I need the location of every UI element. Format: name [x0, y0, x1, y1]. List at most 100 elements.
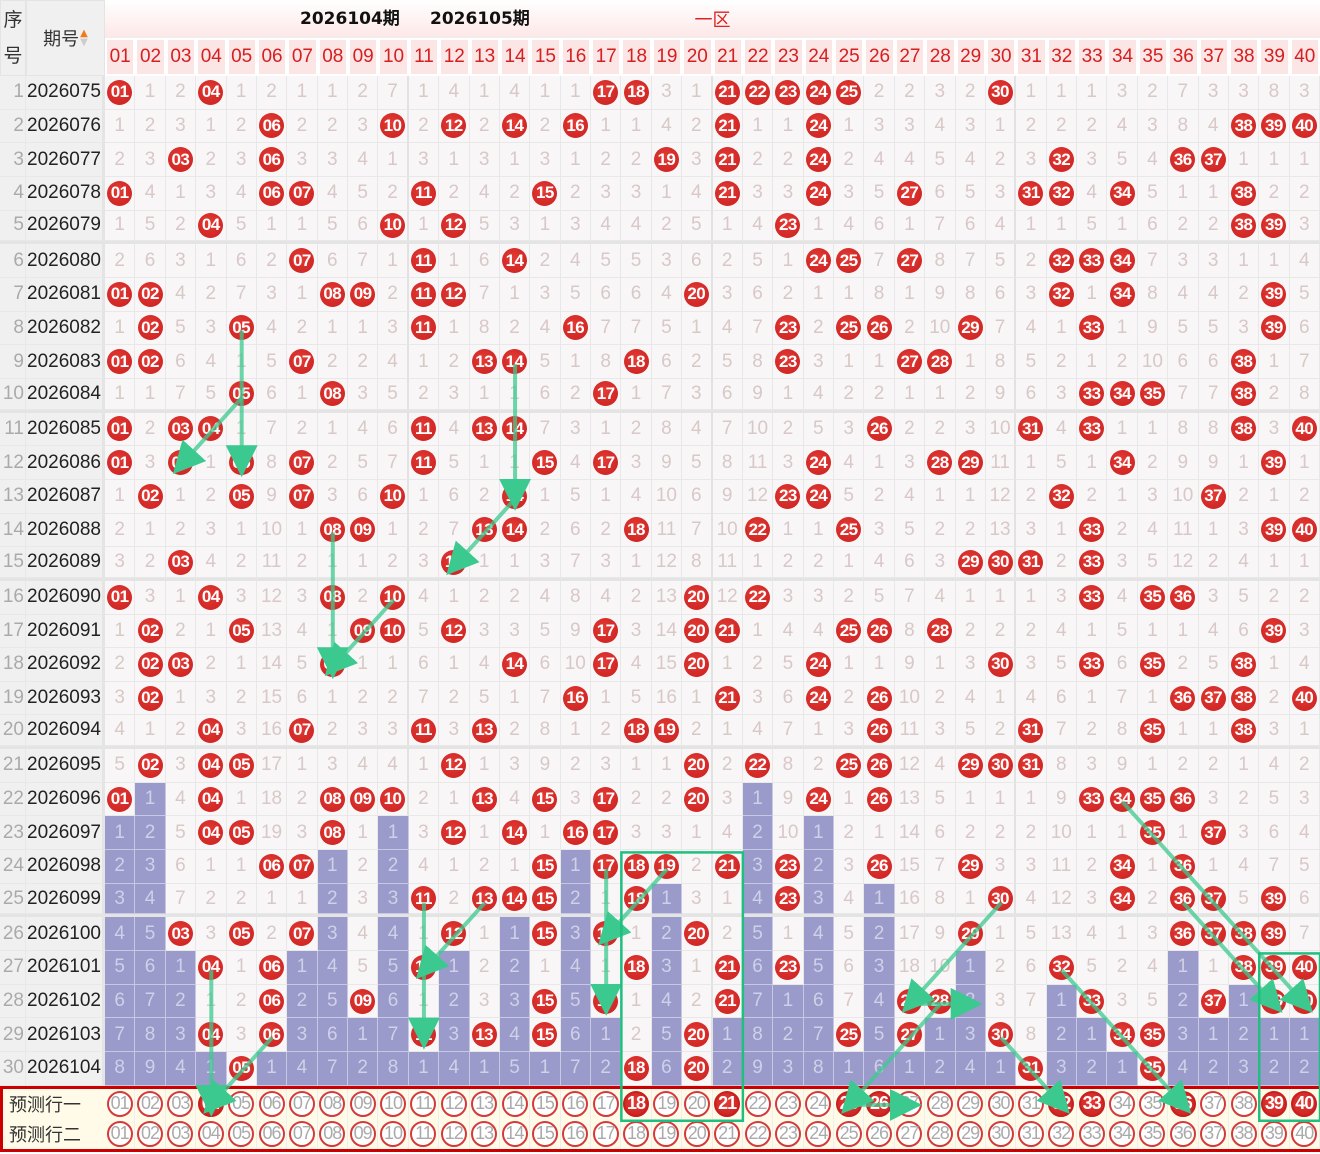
predict-cell[interactable]: 36	[1168, 1118, 1199, 1149]
predict-ball[interactable]: 08	[319, 1120, 346, 1147]
predict-cell[interactable]: 01	[105, 1088, 136, 1119]
predict-ball[interactable]: 31	[1017, 1090, 1044, 1117]
predict-ball[interactable]: 07	[288, 1120, 315, 1147]
predict-cell[interactable]: 03	[166, 1088, 197, 1119]
predict-cell[interactable]: 04	[196, 1088, 227, 1119]
predict-cell[interactable]: 39	[1259, 1118, 1290, 1149]
predict-ball[interactable]: 04	[197, 1090, 224, 1117]
predict-cell[interactable]: 08	[318, 1118, 348, 1149]
predict-cell[interactable]: 22	[743, 1118, 774, 1149]
predict-cell[interactable]: 10	[378, 1088, 409, 1119]
predict-cell[interactable]: 13	[470, 1088, 500, 1119]
predict-cell[interactable]: 04	[196, 1118, 227, 1149]
predict-cell[interactable]: 02	[135, 1118, 166, 1149]
predict-ball[interactable]: 24	[805, 1090, 832, 1117]
predict-ball[interactable]: 17	[592, 1090, 619, 1117]
predict-cell[interactable]: 31	[1016, 1088, 1047, 1119]
predict-ball[interactable]: 16	[562, 1120, 589, 1147]
issue-column-header[interactable]: 期号 ▲ ▼	[26, 0, 105, 76]
predict-ball[interactable]: 23	[774, 1090, 801, 1117]
predict-cell[interactable]: 15	[530, 1118, 561, 1149]
predict-cell[interactable]: 21	[713, 1088, 743, 1119]
predict-cell[interactable]: 12	[439, 1118, 470, 1149]
predict-ball[interactable]: 27	[896, 1120, 923, 1147]
predict-cell[interactable]: 24	[804, 1118, 834, 1149]
predict-cell[interactable]: 28	[925, 1118, 956, 1149]
predict-ball[interactable]: 02	[137, 1090, 164, 1117]
predict-ball[interactable]: 06	[258, 1090, 285, 1117]
predict-cell[interactable]: 19	[652, 1118, 683, 1149]
predict-ball[interactable]: 12	[440, 1120, 467, 1147]
predict-cell[interactable]: 25	[834, 1088, 865, 1119]
predict-cell[interactable]: 09	[348, 1118, 379, 1149]
predict-cell[interactable]: 33	[1077, 1088, 1108, 1119]
predict-ball[interactable]: 15	[531, 1120, 558, 1147]
predict-ball[interactable]: 15	[531, 1090, 558, 1117]
predict-cell[interactable]: 29	[956, 1118, 986, 1149]
predict-cell[interactable]: 23	[773, 1118, 804, 1149]
predict-ball[interactable]: 13	[471, 1120, 498, 1147]
predict-cell[interactable]: 14	[500, 1118, 531, 1149]
predict-ball[interactable]: 35	[1139, 1120, 1166, 1147]
predict-ball[interactable]: 33	[1078, 1120, 1105, 1147]
predict-cell[interactable]: 16	[561, 1088, 591, 1119]
predict-ball[interactable]: 02	[137, 1120, 164, 1147]
predict-ball[interactable]: 22	[744, 1120, 771, 1147]
predict-cell[interactable]: 07	[287, 1088, 318, 1119]
predict-ball[interactable]: 38	[1230, 1090, 1257, 1117]
predict-ball[interactable]: 17	[592, 1120, 619, 1147]
predict-ball[interactable]: 10	[380, 1120, 407, 1147]
predict-cell[interactable]: 08	[318, 1088, 348, 1119]
predict-cell[interactable]: 27	[895, 1088, 926, 1119]
predict-ball[interactable]: 06	[258, 1120, 285, 1147]
predict-ball[interactable]: 38	[1230, 1120, 1257, 1147]
predict-ball[interactable]: 26	[866, 1090, 893, 1117]
predict-ball[interactable]: 32	[1048, 1090, 1075, 1117]
predict-ball[interactable]: 13	[471, 1090, 498, 1117]
predict-cell[interactable]: 15	[530, 1088, 561, 1119]
predict-ball[interactable]: 08	[319, 1090, 346, 1117]
predict-ball[interactable]: 03	[167, 1120, 194, 1147]
predict-ball[interactable]: 09	[349, 1090, 376, 1117]
predict-ball[interactable]: 05	[228, 1090, 255, 1117]
predict-ball[interactable]: 32	[1048, 1120, 1075, 1147]
predict-ball[interactable]: 34	[1109, 1120, 1136, 1147]
predict-ball[interactable]: 01	[106, 1090, 133, 1117]
predict-cell[interactable]: 02	[135, 1088, 166, 1119]
predict-ball[interactable]: 05	[228, 1120, 255, 1147]
predict-cell[interactable]: 18	[621, 1118, 652, 1149]
predict-ball[interactable]: 26	[866, 1120, 893, 1147]
predict-ball[interactable]: 19	[653, 1090, 680, 1117]
predict-cell[interactable]: 39	[1259, 1088, 1290, 1119]
predict-ball[interactable]: 14	[501, 1090, 528, 1117]
predict-ball[interactable]: 34	[1109, 1090, 1136, 1117]
predict-cell[interactable]: 11	[409, 1088, 440, 1119]
predict-cell[interactable]: 12	[439, 1088, 470, 1119]
predict-cell[interactable]: 11	[409, 1118, 440, 1149]
predict-ball[interactable]: 20	[683, 1090, 710, 1117]
predict-ball[interactable]: 31	[1017, 1120, 1044, 1147]
predict-cell[interactable]: 35	[1138, 1118, 1169, 1149]
predict-cell[interactable]: 10	[378, 1118, 409, 1149]
predict-cell[interactable]: 36	[1168, 1088, 1199, 1119]
predict-cell[interactable]: 05	[227, 1088, 257, 1119]
predict-cell[interactable]: 34	[1107, 1088, 1138, 1119]
predict-cell[interactable]: 33	[1077, 1118, 1108, 1149]
predict-cell[interactable]: 26	[864, 1118, 895, 1149]
predict-ball[interactable]: 19	[653, 1120, 680, 1147]
predict-ball[interactable]: 27	[896, 1090, 923, 1117]
predict-cell[interactable]: 40	[1290, 1118, 1320, 1149]
predict-ball[interactable]: 37	[1200, 1090, 1227, 1117]
predict-ball[interactable]: 03	[167, 1090, 194, 1117]
predict-ball[interactable]: 40	[1291, 1120, 1318, 1147]
predict-cell[interactable]: 22	[743, 1088, 774, 1119]
predict-cell[interactable]: 30	[986, 1088, 1017, 1119]
predict-cell[interactable]: 38	[1229, 1088, 1260, 1119]
predict-cell[interactable]: 32	[1047, 1088, 1077, 1119]
predict-cell[interactable]: 09	[348, 1088, 379, 1119]
predict-ball[interactable]: 29	[957, 1120, 984, 1147]
predict-ball[interactable]: 35	[1139, 1090, 1166, 1117]
predict-cell[interactable]: 20	[682, 1118, 713, 1149]
predict-cell[interactable]: 05	[227, 1118, 257, 1149]
predict-cell[interactable]: 17	[591, 1088, 622, 1119]
